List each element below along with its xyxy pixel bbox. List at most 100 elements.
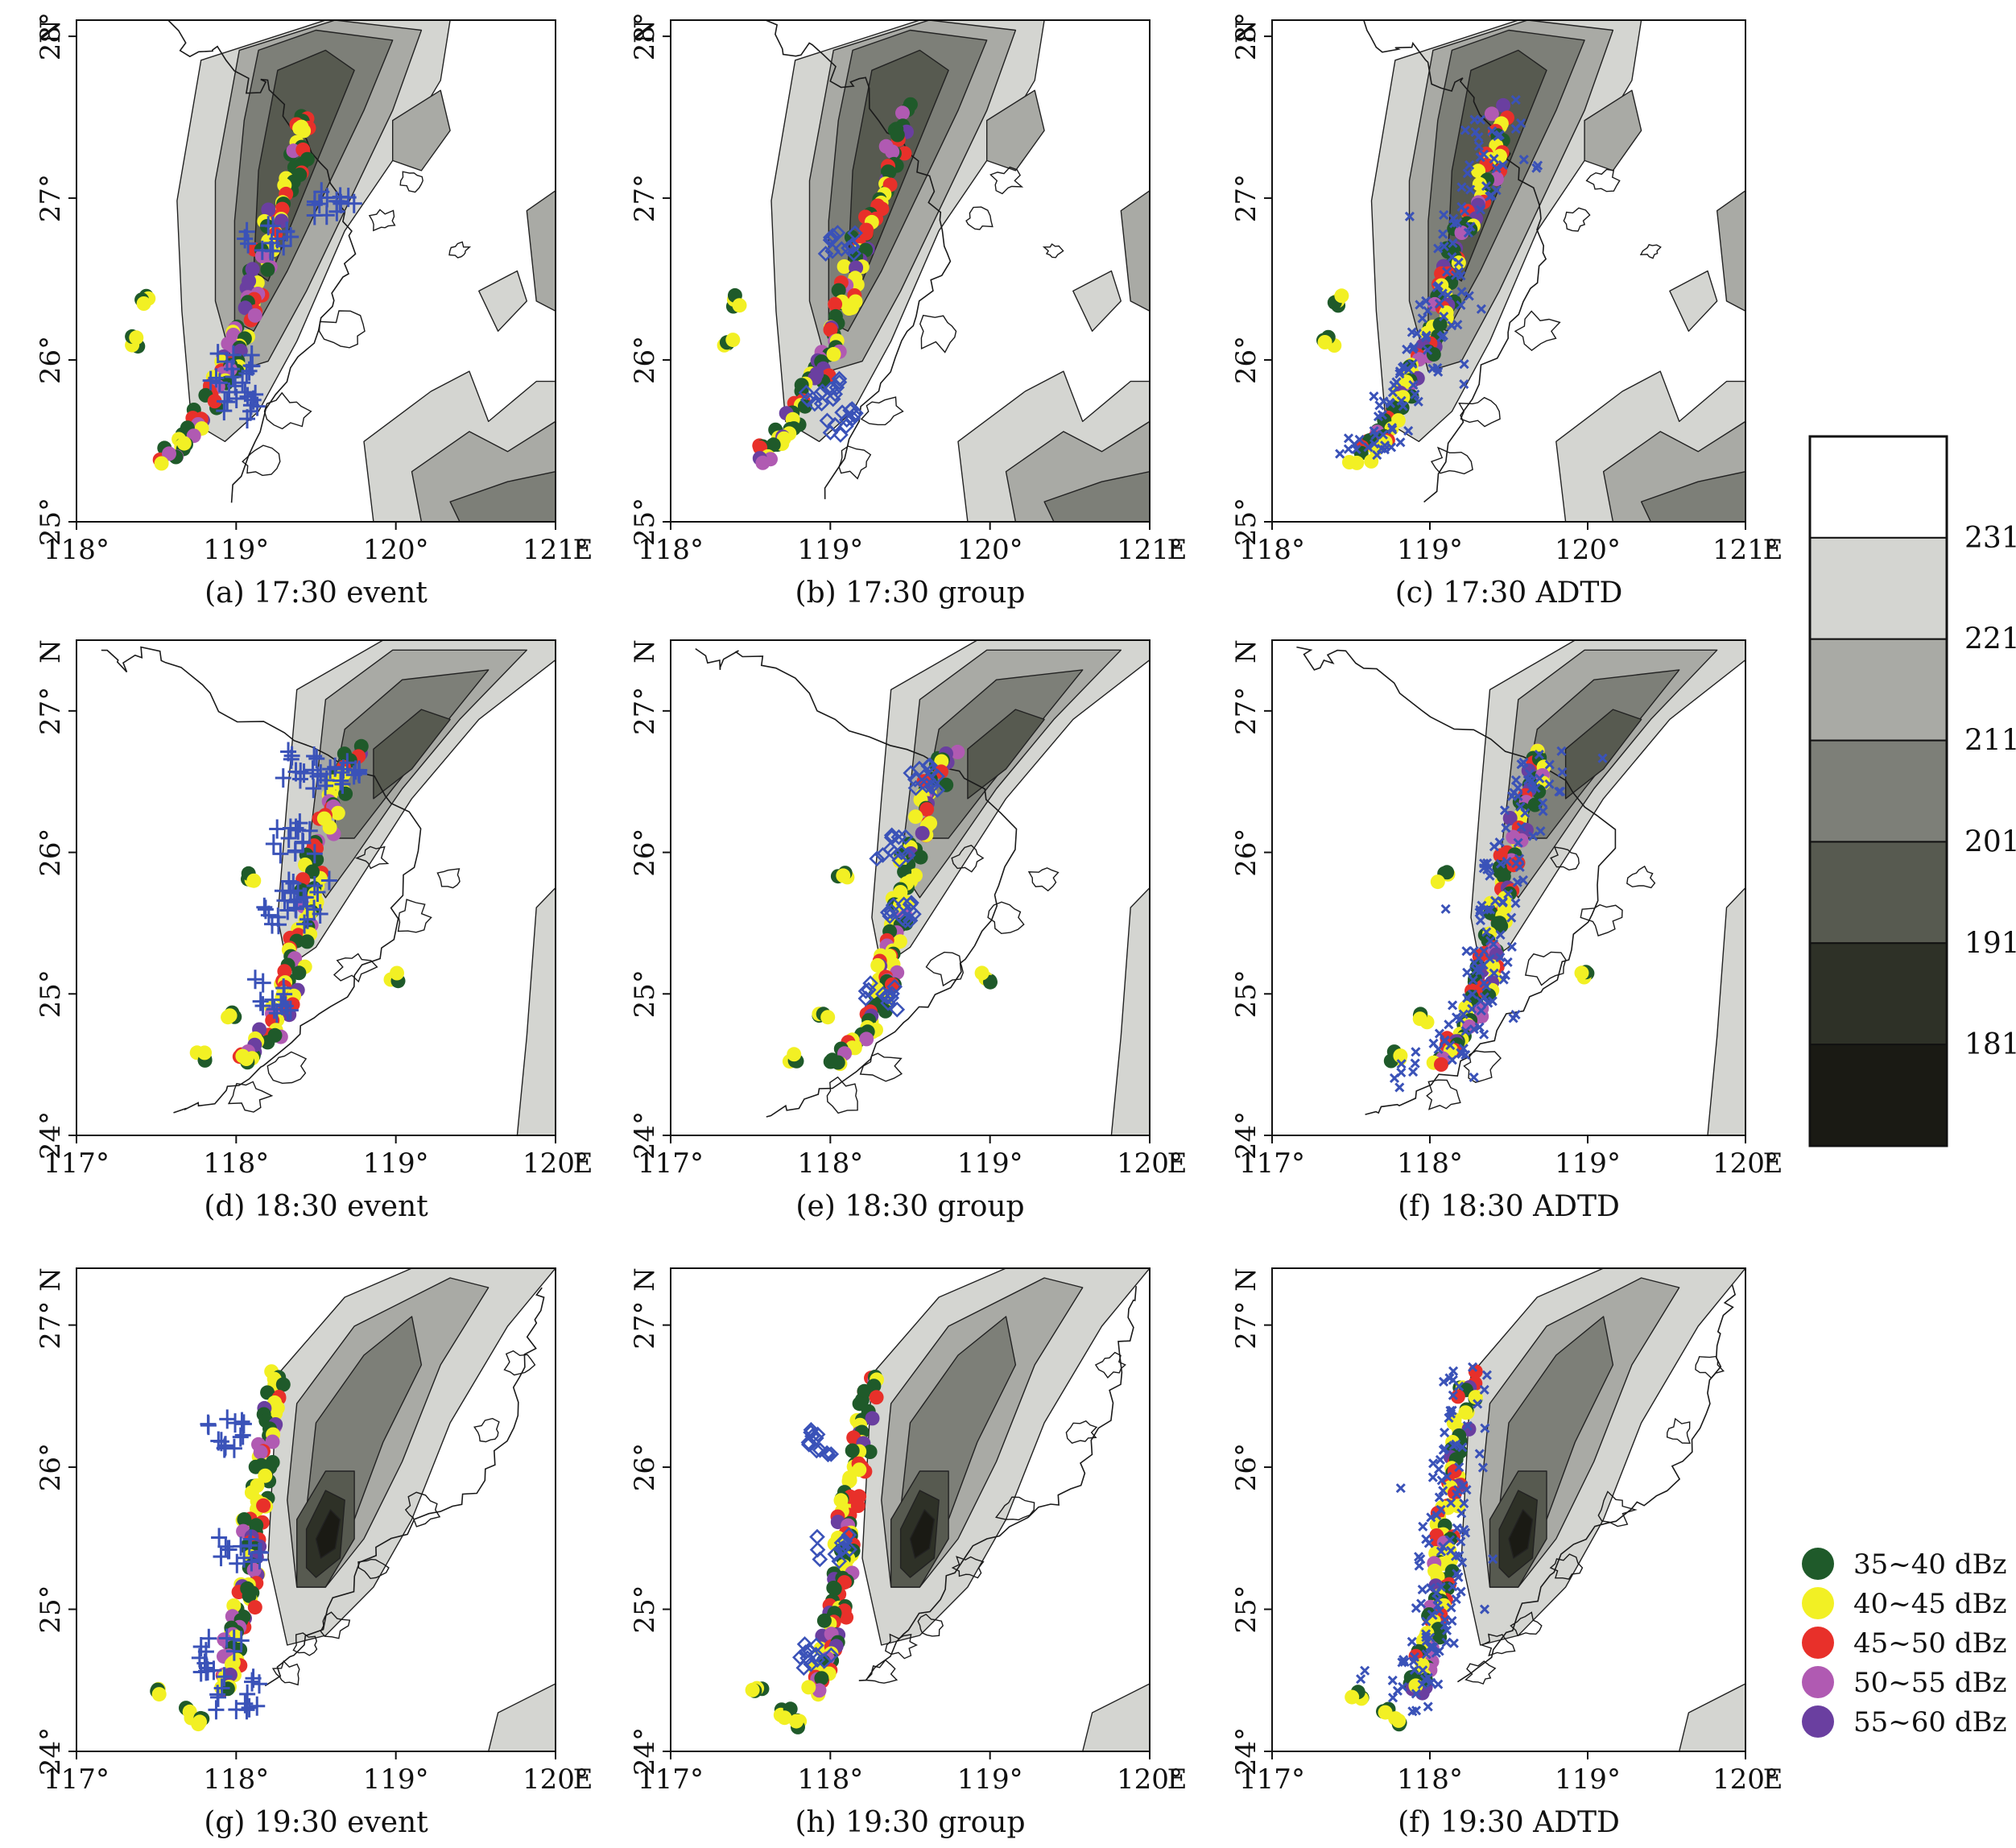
radar-echo-dot xyxy=(895,105,910,121)
lightning-adtd-x xyxy=(1522,775,1533,786)
lon-tick-label: 120° xyxy=(1555,534,1621,566)
colorbar-label: 201 K xyxy=(1964,825,2016,858)
radar-echo-dot xyxy=(870,957,886,973)
lightning-adtd-x xyxy=(1440,1427,1450,1438)
island-outline xyxy=(1666,1417,1691,1445)
lon-tick-label: 120° xyxy=(1117,1147,1183,1180)
lightning-group-diamond xyxy=(795,1660,812,1676)
tbb-contour-k231 xyxy=(1669,270,1718,332)
radar-echo-dot xyxy=(151,1687,167,1702)
lightning-event-cross xyxy=(241,1697,258,1718)
panel-caption: (a) 17:30 event xyxy=(204,577,428,610)
radar-echo-dot xyxy=(222,1008,238,1023)
lightning-adtd-x xyxy=(1423,1672,1433,1683)
radar-echo-dot xyxy=(239,1052,254,1066)
legend-label: 50~55 dBz xyxy=(1853,1667,2007,1699)
radar-echo-dot xyxy=(1334,288,1349,304)
map-axes: 117° 118° 119° 120°E 24° 25° 26° 27° N xyxy=(35,639,593,1180)
lightning-group xyxy=(792,1421,857,1676)
lightning-event-cross xyxy=(351,760,368,780)
radar-echo-dot xyxy=(893,885,908,899)
island-outline xyxy=(318,310,366,349)
island-outline xyxy=(1563,207,1591,232)
lightning-group-diamond xyxy=(834,404,850,421)
map-frame xyxy=(1271,639,1746,1136)
lightning-event-cross xyxy=(209,344,226,364)
lightning-group-diamond xyxy=(883,827,900,844)
lightning-adtd-x xyxy=(1503,888,1514,899)
lightning-adtd-x xyxy=(1396,395,1407,406)
lightning-event-cross xyxy=(296,914,313,934)
lightning-adtd-x xyxy=(1512,877,1522,887)
lightning-adtd-x xyxy=(1436,1546,1446,1557)
map-axes: 117° 118° 119° 120°E 24° 25° 26° 27° N xyxy=(629,1267,1187,1796)
lightning-event-cross xyxy=(254,240,271,260)
tbb-contour-k211 xyxy=(449,471,556,522)
north-label: N xyxy=(1230,19,1262,43)
lightning-adtd-x xyxy=(1389,1073,1400,1083)
island-outline xyxy=(320,1611,351,1639)
lightning-event-cross xyxy=(306,844,323,864)
radar-echo-dot xyxy=(826,346,841,362)
map-frame xyxy=(670,19,1151,523)
lat-tick-label: 26° xyxy=(35,336,67,384)
lightning-adtd-x xyxy=(1391,377,1402,387)
island-outline xyxy=(263,391,312,430)
radar-echo-dot xyxy=(1393,1048,1408,1064)
lightning-event-cross xyxy=(299,896,316,916)
lightning-adtd-x xyxy=(1481,180,1492,192)
coastline-path xyxy=(763,20,952,499)
lightning-adtd-x xyxy=(1436,1475,1447,1486)
lightning-adtd-x xyxy=(1426,1677,1436,1688)
lon-tick-label: 120° xyxy=(1117,1763,1183,1796)
map-panel-8: 117° 118° 119° 120°E 24° 25° 26° 27° N (h) 19:30 … xyxy=(629,1267,1187,1839)
tbb-contour-k201 xyxy=(967,709,1045,800)
island-outline xyxy=(397,899,432,933)
lon-tick-label: 119° xyxy=(797,534,863,566)
lightning-adtd-x xyxy=(1479,1384,1489,1395)
lightning-group-diamond xyxy=(883,903,900,920)
lightning-event-cross xyxy=(309,767,326,787)
island-outline xyxy=(1695,1355,1725,1379)
lightning-adtd-x xyxy=(1459,1499,1469,1509)
lightning-adtd-x xyxy=(1451,1594,1461,1604)
radar-echo-dot xyxy=(915,825,930,841)
lightning-event-cross xyxy=(192,1637,209,1657)
lightning-adtd-x xyxy=(1460,205,1470,216)
lightning-adtd-x xyxy=(1469,1024,1479,1035)
island-outline xyxy=(994,1496,1035,1521)
lightning-group-diamond xyxy=(823,1647,840,1664)
island-outline xyxy=(1094,1351,1126,1379)
lat-tick-label: 27° xyxy=(629,1300,661,1349)
map-panel-9: 117° 118° 119° 120°E 24° 25° 26° 27° N (f) 19:30 … xyxy=(1230,1267,1783,1839)
lightning-adtd-x xyxy=(1447,1615,1457,1627)
lightning-adtd-x xyxy=(1476,304,1486,314)
lon-tick-label: 120° xyxy=(957,534,1023,566)
island-outline xyxy=(860,396,904,426)
legend-swatch xyxy=(1802,1666,1834,1698)
lightning-adtd-x xyxy=(1369,439,1380,449)
lightning-adtd-x xyxy=(1428,1038,1439,1048)
island-outline xyxy=(333,953,378,983)
radar-echo-dot xyxy=(816,1613,832,1628)
lightning-adtd-x xyxy=(1395,1483,1406,1494)
lat-tick-label: 26° xyxy=(629,336,661,384)
radar-echo-dot xyxy=(222,1667,238,1682)
lightning-adtd-x xyxy=(1477,1462,1488,1473)
lightning-adtd-x xyxy=(1515,801,1526,812)
tbb-contour-k231 xyxy=(1072,270,1122,332)
lightning-adtd-x xyxy=(1452,1523,1462,1533)
lat-tick-label: 24° xyxy=(35,1111,67,1160)
coastline xyxy=(763,20,1064,499)
map-axes: 118° 119° 120° 121°E 25° 26° 27° 28°N xyxy=(629,12,1187,566)
lightning-adtd-x xyxy=(1474,907,1485,918)
panel-caption: (f) 18:30 ADTD xyxy=(1398,1190,1620,1223)
lightning-adtd-x xyxy=(1534,749,1544,760)
radar-echo-dot xyxy=(1484,106,1499,122)
radar-echo-dot xyxy=(890,965,905,980)
radar-echo-dot xyxy=(1412,1011,1427,1027)
lat-tick-label: 28° xyxy=(1230,12,1262,60)
map-frame xyxy=(1271,19,1746,523)
lat-tick-label: 25° xyxy=(1230,969,1262,1018)
radar-echo-dot xyxy=(1440,865,1455,880)
